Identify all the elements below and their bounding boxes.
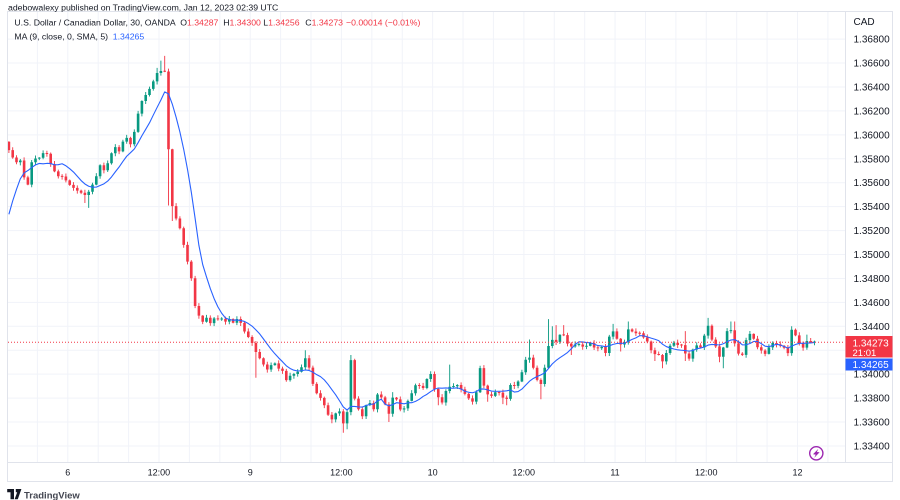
svg-text:U.S. Dollar / Canadian Dollar,: U.S. Dollar / Canadian Dollar, 30, OANDA… xyxy=(14,17,420,27)
svg-text:1.35000: 1.35000 xyxy=(854,250,891,261)
svg-text:1.34800: 1.34800 xyxy=(854,274,891,285)
svg-text:1.36600: 1.36600 xyxy=(854,59,891,70)
svg-text:adebowalexy published on Tradi: adebowalexy published on TradingView.com… xyxy=(8,2,278,12)
svg-text:1.36400: 1.36400 xyxy=(854,82,891,93)
svg-text:1.34265: 1.34265 xyxy=(853,360,890,371)
svg-text:12:00: 12:00 xyxy=(513,468,536,478)
svg-text:6: 6 xyxy=(65,468,70,478)
svg-text:1.34273: 1.34273 xyxy=(853,338,890,349)
svg-text:1.35400: 1.35400 xyxy=(854,202,891,213)
svg-text:1.36200: 1.36200 xyxy=(854,106,891,117)
svg-text:12:00: 12:00 xyxy=(330,468,353,478)
svg-text:1.33600: 1.33600 xyxy=(854,418,891,429)
svg-text:12: 12 xyxy=(792,468,802,478)
svg-text:1.34400: 1.34400 xyxy=(854,322,891,333)
svg-text:1.34600: 1.34600 xyxy=(854,298,891,309)
svg-text:1.35600: 1.35600 xyxy=(854,178,891,189)
svg-text:10: 10 xyxy=(428,468,438,478)
svg-text:11: 11 xyxy=(610,468,619,478)
svg-text:CAD: CAD xyxy=(854,17,875,28)
svg-text:21:01: 21:01 xyxy=(853,348,877,359)
svg-text:12:00: 12:00 xyxy=(148,468,171,478)
svg-text:12:00: 12:00 xyxy=(695,468,718,478)
svg-text:9: 9 xyxy=(248,468,253,478)
svg-text:1.35800: 1.35800 xyxy=(854,154,891,165)
svg-text:1.36800: 1.36800 xyxy=(854,35,891,46)
svg-text:MA (9, close, 0, SMA, 5)1.3426: MA (9, close, 0, SMA, 5) 1.34265 xyxy=(14,31,144,41)
svg-text:1.34000: 1.34000 xyxy=(854,370,891,381)
svg-text:1.33400: 1.33400 xyxy=(854,441,891,452)
svg-text:TradingView: TradingView xyxy=(24,490,80,500)
svg-text:1.35200: 1.35200 xyxy=(854,226,891,237)
svg-text:1.36000: 1.36000 xyxy=(854,130,891,141)
svg-text:1.33800: 1.33800 xyxy=(854,394,891,405)
